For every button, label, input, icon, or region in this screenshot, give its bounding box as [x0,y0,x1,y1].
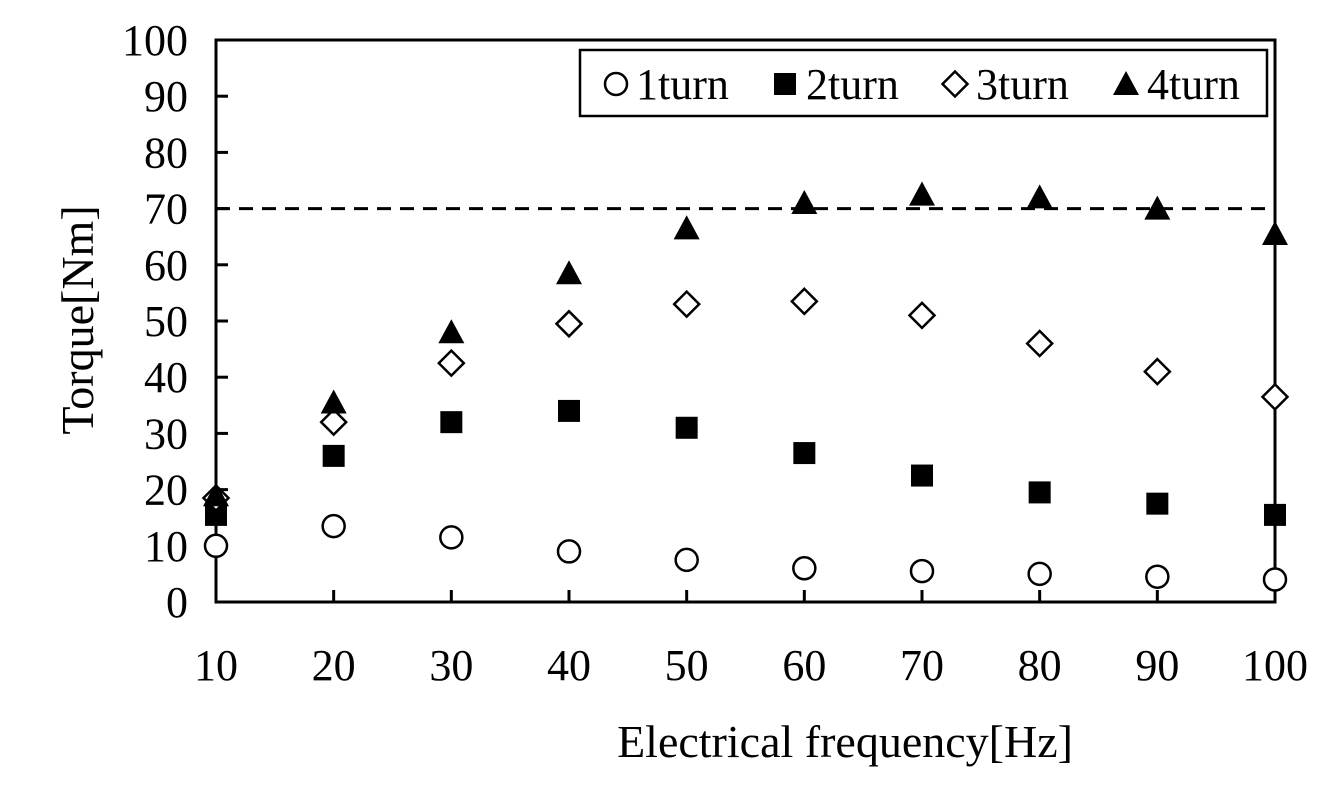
data-point-2turn [1028,481,1051,504]
data-point-1turn [1145,564,1170,589]
data-point-1turn [909,558,935,584]
plot-area [214,38,1277,604]
data-point-3turn [790,287,819,316]
data-point-4turn [1026,184,1053,209]
y-tick-label: 80 [144,128,188,177]
legend-marker-4turn [1113,71,1139,96]
data-point-4turn [438,319,465,344]
data-point-1turn [1262,567,1288,592]
x-tick-label: 50 [665,641,709,690]
data-point-2turn [558,399,580,422]
legend-marker-1turn [603,71,629,97]
series-4turn [203,181,1288,507]
data-point-2turn [322,444,345,467]
series-3turn [201,287,1290,513]
y-tick-label: 100 [122,16,188,65]
y-tick-label: 40 [144,353,188,402]
data-point-3turn [1025,329,1054,358]
y-tick-label: 60 [144,241,188,290]
y-tick-label: 10 [144,522,188,571]
data-point-4turn [1144,195,1171,220]
legend-label-1turn: 1turn [636,60,729,109]
x-tick-label: 30 [429,641,473,690]
legend-marker-3turn [940,69,970,99]
legend-label-4turn: 4turn [1147,60,1240,109]
y-axis-ticks: 0 10 20 30 40 50 60 70 80 90 100 [122,16,228,627]
data-point-2turn [675,416,698,439]
x-tick-label: 70 [900,641,944,690]
data-point-4turn [320,389,347,414]
data-point-4turn [203,482,229,507]
legend: 1turn 2turn 3turn 4turn [578,48,1269,118]
x-tick-label: 10 [194,641,238,690]
data-point-4turn [1262,220,1288,245]
legend-marker-2turn [774,73,796,95]
series-2turn [205,399,1286,526]
legend-box [578,48,1269,118]
data-point-3turn [554,309,584,339]
data-point-3turn [672,289,701,319]
data-point-4turn [791,189,818,215]
data-point-3turn [1260,382,1290,412]
data-point-2turn [1146,492,1169,515]
data-point-1turn [439,525,464,550]
data-point-2turn [793,442,816,465]
data-point-1turn [792,556,817,581]
data-point-3turn [437,348,466,378]
series-1turn [203,513,1288,592]
x-axis-ticks: 10 20 30 40 50 60 70 80 90 100 [194,590,1308,690]
data-markers [201,181,1290,592]
data-point-3turn [319,407,348,437]
y-axis-title: Torque[Nm] [52,205,103,434]
data-point-4turn [673,215,700,240]
y-tick-label: 20 [144,466,188,515]
data-point-1turn [321,513,346,539]
x-tick-label: 100 [1242,641,1308,690]
data-point-3turn [1143,357,1172,386]
data-point-2turn [1264,503,1286,526]
legend-label-3turn: 3turn [976,60,1069,109]
x-tick-label: 40 [547,641,591,690]
data-point-1turn [203,533,229,559]
x-tick-label: 90 [1135,641,1179,690]
data-point-2turn [440,411,463,434]
data-point-4turn [556,260,582,285]
y-tick-label: 50 [144,297,188,346]
x-tick-label: 60 [782,641,826,690]
x-tick-label: 20 [312,641,356,690]
x-tick-label: 80 [1018,641,1062,690]
y-tick-label: 70 [144,185,188,234]
data-point-1turn [556,539,582,564]
plot-frame [214,38,1277,604]
y-tick-label: 0 [166,578,188,627]
data-point-1turn [1027,561,1052,587]
data-point-4turn [909,181,935,206]
y-tick-label: 30 [144,409,188,458]
legend-label-2turn: 2turn [806,60,899,109]
y-tick-label: 90 [144,72,188,121]
data-point-2turn [911,464,933,487]
x-axis-title: Electrical frequency[Hz] [617,716,1073,767]
data-point-3turn [907,301,937,330]
data-point-2turn [205,503,227,526]
data-point-1turn [674,547,699,573]
